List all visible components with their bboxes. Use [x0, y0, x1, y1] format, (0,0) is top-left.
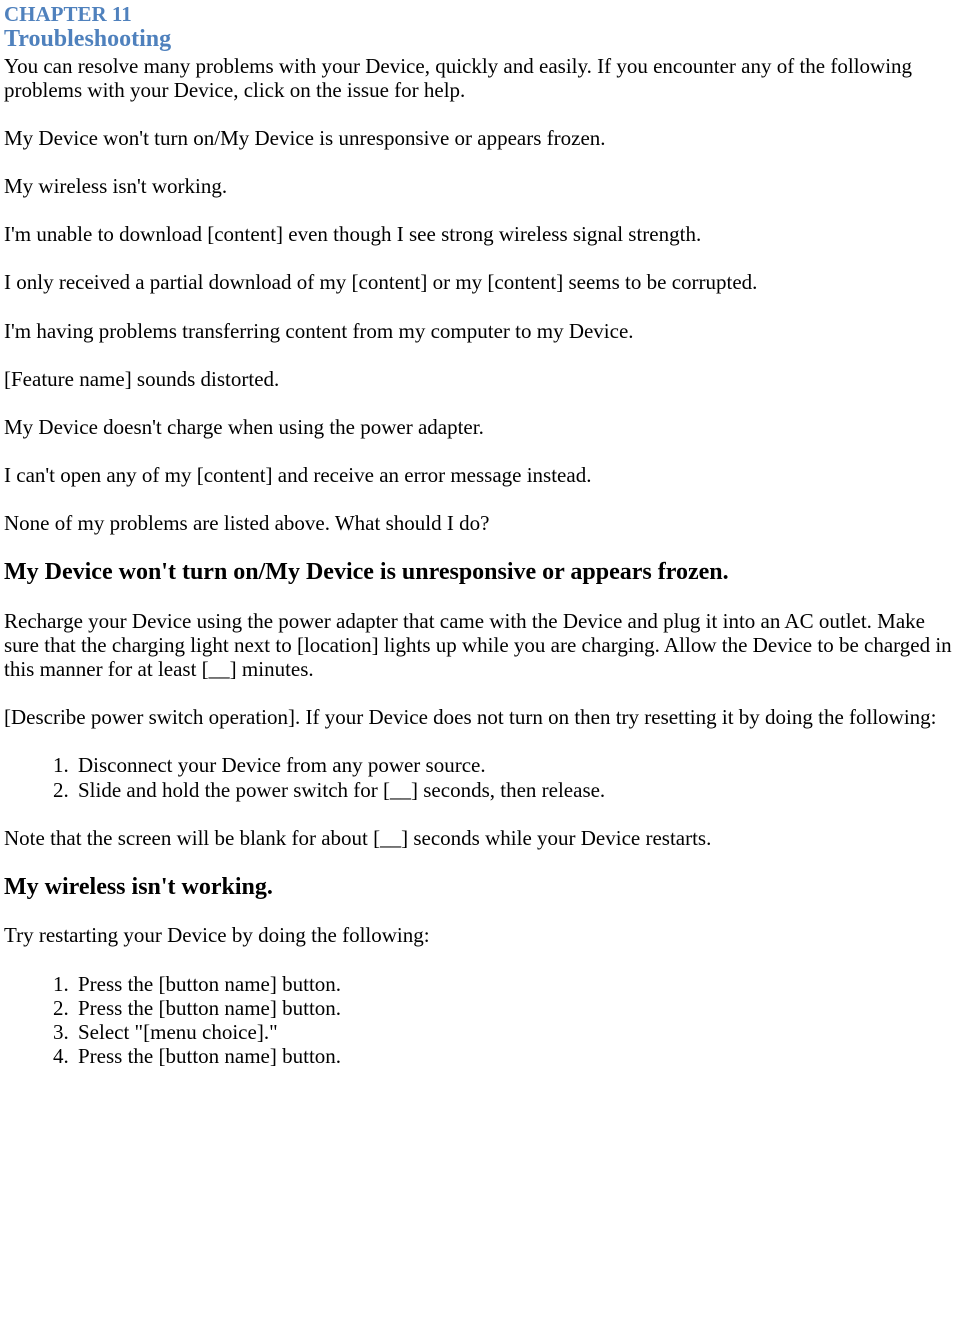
section-heading-turn-on: My Device won't turn on/My Device is unr… — [4, 559, 960, 587]
issue-link-wireless[interactable]: My wireless isn't working. — [4, 174, 960, 198]
issue-link-charge[interactable]: My Device doesn't charge when using the … — [4, 415, 960, 439]
section1-para3: Note that the screen will be blank for a… — [4, 826, 960, 850]
section1-para2: [Describe power switch operation]. If yo… — [4, 705, 960, 729]
list-item: Press the [button name] button. — [74, 1044, 960, 1068]
list-item: Select "[menu choice]." — [74, 1020, 960, 1044]
issue-link-sound-distorted[interactable]: [Feature name] sounds distorted. — [4, 367, 960, 391]
list-item: Press the [button name] button. — [74, 996, 960, 1020]
chapter-label: CHAPTER 11 — [4, 2, 960, 26]
section-heading-wireless: My wireless isn't working. — [4, 874, 960, 902]
section2-para1: Try restarting your Device by doing the … — [4, 923, 960, 947]
issue-link-error-message[interactable]: I can't open any of my [content] and rec… — [4, 463, 960, 487]
issue-link-download[interactable]: I'm unable to download [content] even th… — [4, 222, 960, 246]
list-item: Slide and hold the power switch for [__]… — [74, 778, 960, 802]
section2-steps-list: Press the [button name] button. Press th… — [4, 972, 960, 1069]
issue-link-transfer[interactable]: I'm having problems transferring content… — [4, 319, 960, 343]
issue-link-partial-download[interactable]: I only received a partial download of my… — [4, 270, 960, 294]
section1-para1: Recharge your Device using the power ada… — [4, 609, 960, 681]
chapter-title: Troubleshooting — [4, 26, 960, 54]
intro-paragraph: You can resolve many problems with your … — [4, 54, 960, 102]
section1-steps-list: Disconnect your Device from any power so… — [4, 753, 960, 801]
list-item: Press the [button name] button. — [74, 972, 960, 996]
issue-link-turn-on[interactable]: My Device won't turn on/My Device is unr… — [4, 126, 960, 150]
issue-link-not-listed[interactable]: None of my problems are listed above. Wh… — [4, 511, 960, 535]
list-item: Disconnect your Device from any power so… — [74, 753, 960, 777]
